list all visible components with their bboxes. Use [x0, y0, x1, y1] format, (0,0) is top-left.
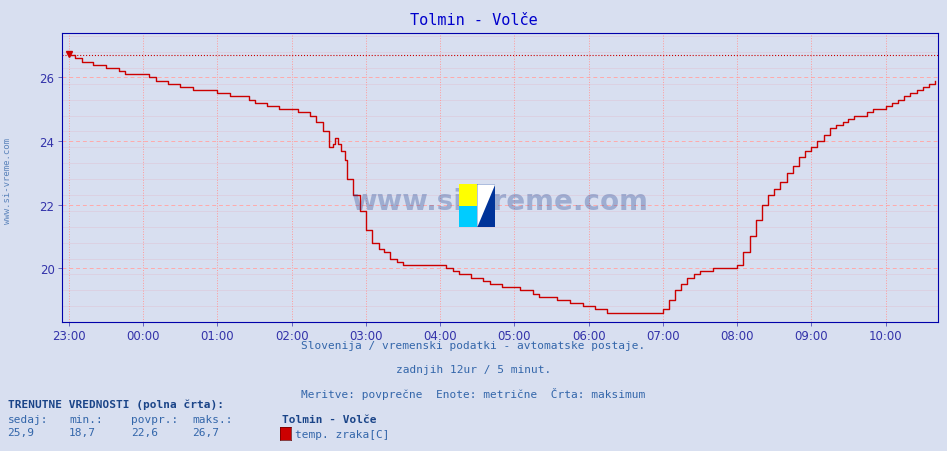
Bar	[477, 185, 495, 228]
Text: www.si-vreme.com: www.si-vreme.com	[3, 138, 12, 223]
Text: temp. zraka[C]: temp. zraka[C]	[295, 429, 390, 439]
Text: Meritve: povprečne  Enote: metrične  Črta: maksimum: Meritve: povprečne Enote: metrične Črta:…	[301, 387, 646, 400]
Text: Tolmin - Volče: Tolmin - Volče	[282, 414, 377, 424]
Bar	[459, 185, 477, 206]
Text: TRENUTNE VREDNOSTI (polna črta):: TRENUTNE VREDNOSTI (polna črta):	[8, 399, 223, 410]
Text: Slovenija / vremenski podatki - avtomatske postaje.: Slovenija / vremenski podatki - avtomats…	[301, 341, 646, 350]
Text: maks.:: maks.:	[192, 414, 233, 424]
Bar	[459, 206, 477, 228]
Text: sedaj:: sedaj:	[8, 414, 48, 424]
Polygon shape	[477, 185, 495, 228]
Text: 26,7: 26,7	[192, 428, 220, 437]
Text: povpr.:: povpr.:	[131, 414, 178, 424]
Text: 25,9: 25,9	[8, 428, 35, 437]
Text: 18,7: 18,7	[69, 428, 97, 437]
Text: 22,6: 22,6	[131, 428, 158, 437]
Text: Tolmin - Volče: Tolmin - Volče	[410, 13, 537, 28]
Text: zadnjih 12ur / 5 minut.: zadnjih 12ur / 5 minut.	[396, 364, 551, 374]
Text: min.:: min.:	[69, 414, 103, 424]
Text: www.si-vreme.com: www.si-vreme.com	[351, 187, 648, 215]
